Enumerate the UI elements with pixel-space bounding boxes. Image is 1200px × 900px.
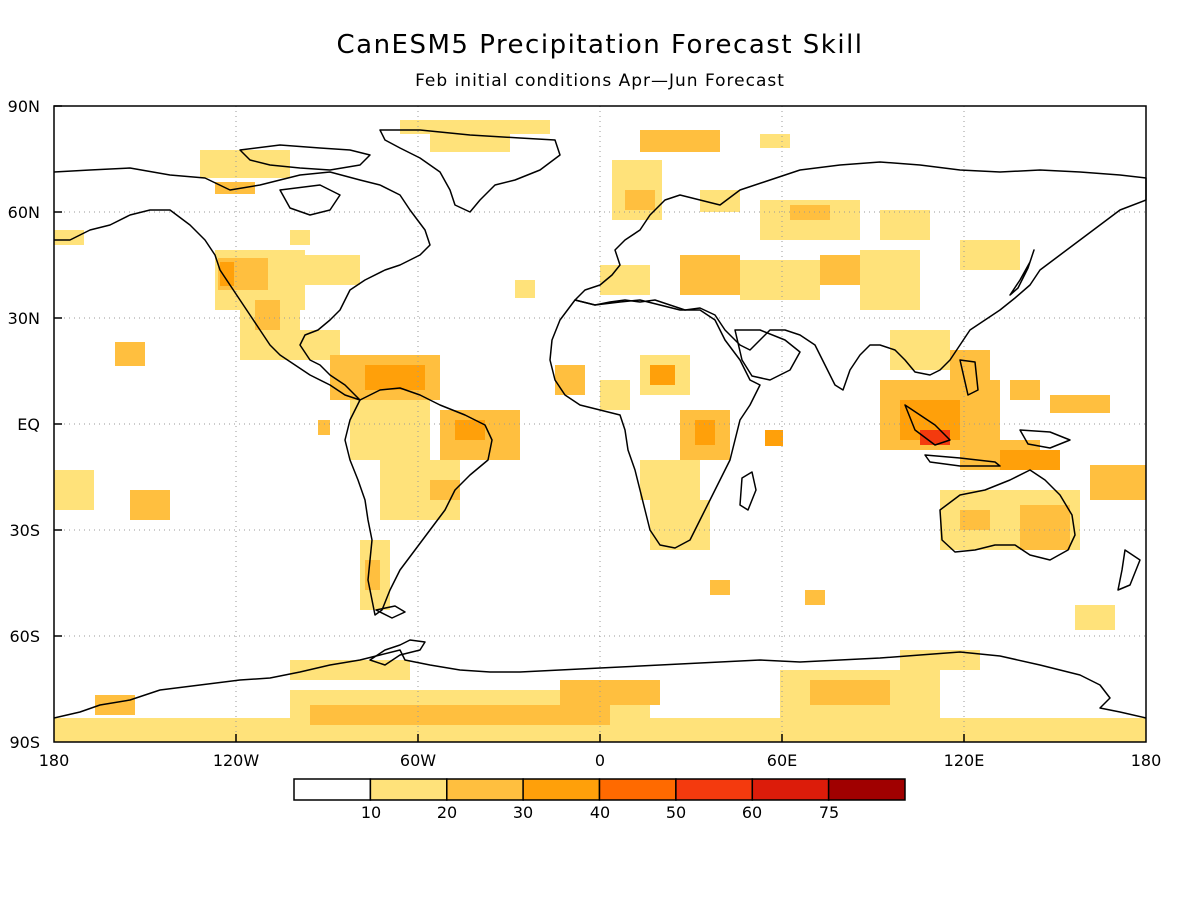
skill-patch: [860, 250, 920, 310]
legend-labels: 10 20 30 40 50 60 75: [361, 803, 839, 822]
skill-patch: [555, 365, 585, 395]
skill-patch: [300, 255, 360, 285]
legend-swatches: [293, 778, 906, 801]
lon-tick-label: 120W: [213, 751, 260, 770]
skill-patch: [880, 210, 930, 240]
skill-patch: [95, 695, 135, 715]
map-area: [53, 105, 1147, 743]
skill-patch: [54, 230, 84, 245]
skill-patch: [920, 430, 950, 445]
skill-patch: [290, 660, 410, 680]
skill-patch: [54, 470, 94, 510]
legend-swatch: [293, 778, 372, 801]
skill-patch: [810, 680, 890, 705]
skill-patch: [600, 265, 650, 295]
skill-patch: [115, 342, 145, 366]
color-legend: 10 20 30 40 50 60 75: [293, 778, 906, 822]
legend-tick-label: 50: [666, 803, 686, 822]
skill-patch: [560, 680, 660, 705]
skill-patch: [820, 255, 860, 285]
skill-patch: [215, 182, 255, 194]
skill-patch: [695, 420, 715, 445]
skill-patch: [710, 580, 730, 595]
skill-patch: [455, 420, 485, 440]
latitude-ticks: 90N 60N 30N EQ 30S 60S 90S: [8, 97, 62, 752]
legend-swatch: [446, 778, 524, 801]
skill-patch: [600, 380, 630, 410]
skill-patch: [640, 460, 700, 500]
lon-tick-label: 180: [1131, 751, 1162, 770]
skill-patch: [1010, 380, 1040, 400]
legend-tick-label: 30: [513, 803, 533, 822]
map-grid: [54, 106, 1146, 742]
skill-patch: [290, 230, 310, 245]
legend-swatch: [522, 778, 601, 801]
skill-patch: [255, 300, 280, 330]
legend-swatch: [675, 778, 754, 801]
skill-patch: [400, 120, 550, 134]
skill-patch: [130, 490, 170, 520]
lon-tick-label: 120E: [944, 751, 985, 770]
skill-patch: [890, 330, 950, 370]
legend-swatch: [369, 778, 448, 801]
lat-tick-label: 90N: [8, 97, 40, 116]
lat-tick-label: 60N: [8, 203, 40, 222]
skill-patch: [740, 260, 820, 300]
legend-swatch: [598, 778, 677, 801]
skill-patch: [310, 705, 610, 725]
skill-patch: [365, 560, 380, 590]
skill-patch: [430, 134, 510, 152]
longitude-ticks: 180 120W 60W 0 60E 120E 180: [39, 734, 1162, 770]
lon-tick-label: 0: [595, 751, 605, 770]
skill-patch: [1050, 395, 1110, 413]
legend-tick-label: 75: [819, 803, 839, 822]
lat-tick-label: EQ: [17, 415, 40, 434]
coastlines: [53, 129, 1147, 719]
lat-tick-label: 90S: [9, 733, 40, 752]
skill-patch: [960, 240, 1020, 270]
skill-patch: [680, 255, 740, 295]
legend-tick-label: 40: [590, 803, 610, 822]
lat-tick-label: 30S: [9, 521, 40, 540]
skill-patch: [760, 134, 790, 148]
legend-swatch: [751, 778, 830, 801]
skill-patch: [220, 262, 234, 286]
skill-patch: [365, 365, 425, 390]
legend-swatch: [827, 778, 906, 801]
lat-tick-label: 30N: [8, 309, 40, 328]
lat-tick-label: 60S: [9, 627, 40, 646]
lon-tick-label: 60W: [400, 751, 436, 770]
skill-patch: [765, 430, 783, 446]
legend-tick-label: 10: [361, 803, 381, 822]
skill-patch: [650, 365, 675, 385]
skill-patch: [350, 400, 430, 460]
skill-patch: [515, 280, 535, 298]
skill-patch: [1000, 450, 1060, 470]
legend-tick-label: 20: [437, 803, 457, 822]
skill-patch: [625, 190, 655, 210]
skill-patch: [318, 420, 330, 435]
skill-patch: [805, 590, 825, 605]
legend-tick-label: 60: [742, 803, 762, 822]
skill-patch: [1075, 605, 1115, 630]
skill-patch: [650, 500, 710, 550]
map-title: CanESM5 Precipitation Forecast Skill: [336, 30, 863, 60]
skill-patch: [1020, 505, 1070, 550]
skill-patch: [640, 130, 720, 152]
lon-tick-label: 180: [39, 751, 70, 770]
skill-patch: [960, 510, 990, 530]
skill-patch: [1090, 465, 1146, 500]
skill-patch: [700, 190, 740, 212]
lon-tick-label: 60E: [767, 751, 797, 770]
map-subtitle: Feb initial conditions Apr—Jun Forecast: [415, 71, 785, 91]
